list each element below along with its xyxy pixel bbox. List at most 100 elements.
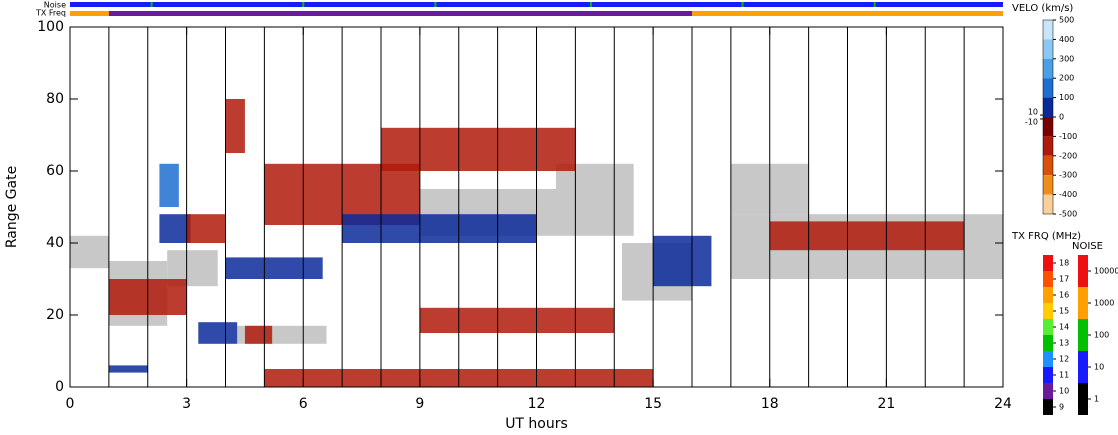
txfreq-bin [1043,271,1053,287]
x-tick-label: 0 [66,396,75,412]
scatter-patch [225,257,323,279]
noise-bin [1078,351,1088,383]
txfreq-tick-label: 15 [1059,307,1069,316]
txfreq-bin [1043,319,1053,335]
x-tick-label: 9 [415,396,424,412]
txfreq-tick-label: 11 [1059,371,1069,380]
velocity-tick-label: 100 [1059,93,1074,102]
y-tick-label: 0 [55,379,64,395]
txfreq-bin [1043,303,1053,319]
txfreq-bin [1043,399,1053,415]
velocity-tick-label: -400 [1059,190,1077,199]
noise-spike [589,2,592,7]
velocity-title: VELO (km/s) [1012,3,1073,14]
noise-bin [1078,255,1088,287]
y-tick-label: 100 [37,19,64,35]
x-tick-label: 18 [761,396,779,412]
noise-spike [873,2,876,7]
noise-title: NOISE [1072,241,1103,252]
txfreq-title: TX FRQ (MHz) [1011,231,1081,242]
txfreq-tick-label: 17 [1059,275,1069,284]
velocity-bin [1043,194,1053,214]
noise-tick-label: 100 [1094,331,1109,340]
noise-spike [150,2,153,7]
txfreq-label: TX Freq [35,9,66,18]
x-tick-label: 24 [994,396,1012,412]
velocity-bin [1043,20,1053,40]
txfreq-bin [1043,287,1053,303]
velocity-tick-label: 500 [1059,16,1074,25]
noise-label: Noise [44,1,66,10]
y-tick-label: 80 [46,91,64,107]
y-tick-label: 20 [46,307,64,323]
noise-spike [302,2,305,7]
txfreq-bin [1043,383,1053,399]
txfreq-bin [1043,255,1053,271]
scatter-patch [244,325,273,344]
noise-tick-label: 10000 [1094,267,1118,276]
scatter-patch [769,221,965,251]
x-tick-label: 15 [644,396,662,412]
txfreq-tick-label: 10 [1059,387,1069,396]
velocity-tick-label: 0 [1059,113,1064,122]
scatter-patch [342,214,537,243]
velocity-tick-label: 200 [1059,74,1074,83]
velocity-tick-label: -500 [1059,210,1077,219]
noise-bin [1078,287,1088,319]
y-axis-label: Range Gate [4,166,20,248]
x-tick-label: 6 [299,396,308,412]
txfreq-bar [692,11,1003,16]
velocity-bin [1043,136,1053,156]
velocity-tick-label: -300 [1059,171,1077,180]
noise-tick-label: 1 [1094,395,1099,404]
txfreq-tick-label: 18 [1059,259,1069,268]
txfreq-tick-label: 9 [1059,403,1064,412]
txfreq-bar [108,11,692,16]
velocity-tick-label: -10 [1025,117,1038,126]
velocity-tick-label: -200 [1059,151,1077,160]
velocity-tick-label: 400 [1059,35,1074,44]
scatter-patch [419,307,615,333]
velocity-bin [1043,58,1053,79]
txfreq-tick-label: 14 [1059,323,1069,332]
velocity-tick-label: 10 [1028,108,1038,117]
scatter-patch [198,322,238,344]
txfreq-bin [1043,335,1053,351]
ground-scatter [70,235,109,269]
txfreq-tick-label: 16 [1059,291,1069,300]
velocity-bin [1043,117,1053,137]
x-tick-label: 3 [182,396,191,412]
noise-bin [1078,319,1088,351]
scatter-patch [108,365,148,373]
velocity-tick-label: 300 [1059,54,1074,63]
txfreq-tick-label: 13 [1059,339,1069,348]
x-tick-label: 21 [877,396,895,412]
velocity-bin [1043,78,1053,98]
scatter-patch [159,163,179,207]
noise-tick-label: 10 [1094,363,1104,372]
noise-spike [741,2,744,7]
txfreq-bin [1043,351,1053,367]
scatter-patch [225,99,245,153]
velocity-bin [1043,175,1053,195]
x-axis-label: UT hours [505,416,568,432]
noise-bin [1078,383,1088,415]
velocity-bin [1043,39,1053,59]
noise-spike [434,2,437,7]
txfreq-tick-label: 12 [1059,355,1069,364]
noise-bar [70,2,1003,7]
scatter-patch [186,214,226,243]
velocity-bin [1043,97,1053,117]
scatter-patch [381,127,576,171]
scatter-patch [653,235,712,287]
y-tick-label: 60 [46,163,64,179]
txfreq-bin [1043,367,1053,383]
velocity-bin [1043,155,1053,176]
x-tick-label: 12 [528,396,546,412]
txfreq-bar [70,11,109,16]
y-tick-label: 40 [46,235,64,251]
scatter-patch [159,214,191,243]
noise-tick-label: 1000 [1094,299,1114,308]
